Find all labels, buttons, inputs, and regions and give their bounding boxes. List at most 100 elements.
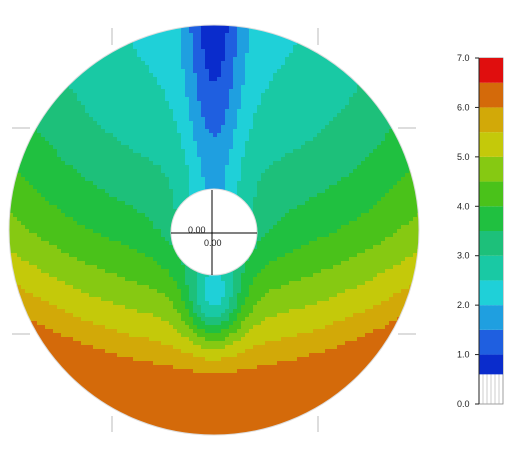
field-cell (265, 181, 270, 186)
field-cell (281, 249, 286, 254)
field-cell (45, 181, 50, 186)
field-cell (349, 245, 354, 250)
field-cell (413, 205, 418, 210)
field-cell (245, 189, 250, 194)
field-cell (89, 157, 94, 162)
field-cell (133, 89, 138, 94)
field-cell (13, 241, 18, 246)
field-cell (85, 117, 90, 122)
field-cell (365, 109, 370, 114)
field-cell (293, 209, 298, 214)
field-cell (153, 197, 158, 202)
field-cell (41, 185, 46, 190)
field-cell (57, 181, 62, 186)
field-cell (157, 73, 162, 78)
field-cell (297, 229, 302, 234)
field-cell (85, 97, 90, 102)
field-cell (93, 137, 98, 142)
field-cell (225, 169, 230, 174)
field-cell (265, 37, 270, 42)
field-cell (341, 253, 346, 258)
field-cell (301, 45, 306, 50)
field-cell (289, 53, 294, 58)
field-cell (369, 249, 374, 254)
field-cell (9, 253, 14, 258)
field-cell (205, 81, 210, 86)
field-cell (49, 213, 54, 218)
field-cell (293, 193, 298, 198)
field-cell (277, 245, 282, 250)
field-cell (293, 217, 298, 222)
field-cell (129, 253, 134, 258)
field-cell (337, 141, 342, 146)
field-cell (253, 85, 258, 90)
field-cell (333, 209, 338, 214)
field-cell (261, 201, 266, 206)
field-cell (129, 97, 134, 102)
field-cell (253, 89, 258, 94)
field-cell (37, 153, 42, 158)
field-cell (65, 229, 70, 234)
field-cell (145, 77, 150, 82)
field-cell (269, 201, 274, 206)
field-cell (197, 177, 202, 182)
field-cell (273, 157, 278, 162)
field-cell (133, 237, 138, 242)
field-cell (125, 185, 130, 190)
field-cell (69, 185, 74, 190)
field-cell (209, 101, 214, 106)
field-cell (37, 221, 42, 226)
field-cell (373, 141, 378, 146)
field-cell (169, 161, 174, 166)
field-cell (285, 209, 290, 214)
field-cell (165, 105, 170, 110)
field-cell (245, 137, 250, 142)
field-cell (325, 241, 330, 246)
field-cell (153, 153, 158, 158)
field-cell (265, 249, 270, 254)
field-cell (33, 145, 38, 150)
field-cell (81, 209, 86, 214)
field-cell (225, 133, 230, 138)
field-cell (305, 113, 310, 118)
field-cell (221, 57, 226, 62)
field-cell (109, 197, 114, 202)
field-cell (165, 101, 170, 106)
field-cell (109, 129, 114, 134)
field-cell (269, 221, 274, 226)
field-cell (129, 257, 134, 262)
field-cell (221, 161, 226, 166)
field-cell (413, 249, 418, 254)
field-cell (141, 81, 146, 86)
field-cell (301, 201, 306, 206)
field-cell (121, 89, 126, 94)
field-cell (345, 201, 350, 206)
field-cell (121, 53, 126, 58)
field-cell (281, 109, 286, 114)
field-cell (369, 173, 374, 178)
field-cell (221, 133, 226, 138)
field-cell (105, 145, 110, 150)
field-cell (141, 77, 146, 82)
field-cell (357, 101, 362, 106)
field-cell (261, 217, 266, 222)
field-cell (309, 165, 314, 170)
field-cell (257, 241, 262, 246)
field-cell (249, 97, 254, 102)
field-cell (165, 181, 170, 186)
field-cell (113, 233, 118, 238)
field-cell (57, 221, 62, 226)
field-cell (37, 217, 42, 222)
field-cell (189, 113, 194, 118)
field-cell (73, 213, 78, 218)
field-cell (17, 229, 22, 234)
field-cell (69, 233, 74, 238)
field-cell (105, 125, 110, 130)
field-cell (293, 197, 298, 202)
field-cell (77, 157, 82, 162)
field-cell (409, 201, 414, 206)
field-cell (153, 181, 158, 186)
field-cell (97, 101, 102, 106)
field-cell (21, 177, 26, 182)
field-cell (281, 113, 286, 118)
